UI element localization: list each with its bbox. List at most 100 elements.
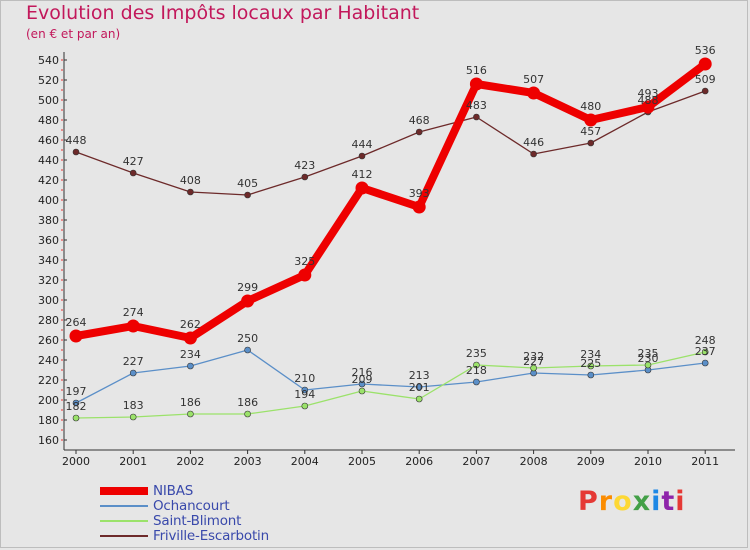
data-label-ochancourt: 216: [352, 366, 373, 379]
data-label-saint-blimont: 209: [352, 373, 373, 386]
logo-letter: o: [613, 486, 633, 517]
y-tick-label: 220: [38, 374, 59, 387]
x-tick-label: 2009: [577, 455, 605, 468]
data-label-ochancourt: 213: [409, 369, 430, 382]
x-tick-label: 2011: [691, 455, 719, 468]
data-label-friville-escarbotin: 427: [123, 155, 144, 168]
legend-swatch: [100, 486, 148, 495]
data-point-friville-escarbotin: [587, 139, 595, 147]
data-label-friville-escarbotin: 457: [580, 125, 601, 138]
y-tick-label: 520: [38, 74, 59, 87]
data-label-saint-blimont: 235: [466, 347, 487, 360]
legend-swatch: [100, 519, 148, 522]
logo-letter: i: [675, 486, 686, 517]
data-label-nibas: 299: [237, 281, 258, 294]
data-label-friville-escarbotin: 509: [695, 73, 716, 86]
series-line-friville-escarbotin: [75, 90, 706, 196]
data-point-friville-escarbotin: [473, 113, 480, 121]
data-point-nibas: [69, 329, 83, 343]
legend-item-ochancourt: Ochancourt: [100, 498, 269, 514]
data-label-ochancourt: 237: [695, 345, 716, 358]
data-point-ochancourt: [701, 359, 709, 367]
data-label-nibas: 516: [466, 64, 487, 77]
data-label-saint-blimont: 248: [695, 334, 716, 347]
data-point-friville-escarbotin: [530, 150, 537, 158]
data-label-ochancourt: 197: [66, 385, 87, 398]
data-point-friville-escarbotin: [415, 128, 423, 136]
x-tick-label: 2002: [176, 455, 204, 468]
y-tick-label: 540: [38, 54, 59, 67]
data-label-nibas: 325: [294, 255, 315, 268]
data-point-friville-escarbotin: [358, 152, 366, 160]
data-label-saint-blimont: 186: [237, 396, 258, 409]
data-point-ochancourt: [358, 380, 366, 388]
data-labels-layer: 448 427 408 405 423 444 468 483 446 457 488 509 197 2…: [66, 44, 716, 413]
data-point-saint-blimont: [473, 361, 480, 369]
y-tick-label: 320: [38, 274, 59, 287]
series-saint-blimont: [72, 348, 709, 422]
data-label-friville-escarbotin: 448: [66, 134, 87, 147]
data-label-ochancourt: 225: [580, 357, 601, 370]
data-label-saint-blimont: 186: [180, 396, 201, 409]
data-point-nibas: [241, 294, 255, 308]
data-point-friville-escarbotin: [701, 87, 709, 95]
data-point-ochancourt: [301, 386, 309, 394]
data-label-saint-blimont: 234: [580, 348, 601, 361]
data-label-nibas: 274: [123, 306, 144, 319]
data-label-saint-blimont: 194: [294, 388, 315, 401]
x-tick-label: 2007: [462, 455, 490, 468]
data-point-saint-blimont: [644, 361, 652, 369]
data-point-saint-blimont: [301, 402, 309, 410]
legend-swatch: [100, 504, 148, 507]
data-point-ochancourt: [187, 362, 194, 370]
legend-swatch: [100, 534, 148, 537]
logo-letter: i: [651, 486, 662, 517]
y-tick-label: 280: [38, 314, 59, 327]
data-point-nibas: [126, 319, 140, 333]
data-label-friville-escarbotin: 488: [638, 94, 659, 107]
chart-subtitle: (en € et par an): [26, 27, 121, 41]
y-tick-label: 480: [38, 114, 59, 127]
data-label-friville-escarbotin: 483: [466, 99, 487, 112]
data-point-friville-escarbotin: [72, 148, 80, 156]
legend-item-friville-escarbotin: Friville-Escarbotin: [100, 528, 269, 544]
data-label-saint-blimont: 201: [409, 381, 430, 394]
data-label-nibas: 536: [695, 44, 716, 57]
y-tick-label: 160: [38, 434, 59, 447]
data-point-saint-blimont: [358, 387, 366, 395]
data-point-ochancourt: [244, 346, 251, 354]
data-point-saint-blimont: [701, 348, 709, 356]
data-label-nibas: 480: [580, 100, 601, 113]
y-tick-label: 500: [38, 94, 59, 107]
data-point-nibas: [698, 57, 712, 71]
series-layer: [69, 57, 712, 422]
x-tick-label: 2003: [234, 455, 262, 468]
data-label-ochancourt: 210: [294, 372, 315, 385]
y-tick-label: 180: [38, 414, 59, 427]
data-point-friville-escarbotin: [244, 191, 251, 199]
data-label-ochancourt: 227: [123, 355, 144, 368]
data-label-ochancourt: 230: [638, 352, 659, 365]
data-point-saint-blimont: [415, 395, 423, 403]
data-label-friville-escarbotin: 444: [352, 138, 373, 151]
data-label-ochancourt: 227: [523, 355, 544, 368]
data-point-nibas: [641, 100, 655, 114]
series-ochancourt: [72, 346, 709, 407]
chart-title: Evolution des Impôts locaux par Habitant: [26, 2, 420, 24]
logo-letter: r: [598, 486, 614, 517]
data-label-friville-escarbotin: 468: [409, 114, 430, 127]
data-point-nibas: [469, 77, 483, 91]
data-label-friville-escarbotin: 405: [237, 177, 258, 190]
data-point-ochancourt: [415, 383, 423, 391]
x-tick-label: 2001: [119, 455, 147, 468]
y-tick-label: 420: [38, 174, 59, 187]
series-line-ochancourt: [75, 349, 706, 404]
proxiti-logo: Proxiti: [578, 486, 686, 517]
legend: NIBAS Ochancourt Saint-Blimont Friville-Esc…: [100, 483, 269, 544]
x-tick-label: 2010: [634, 455, 662, 468]
data-label-nibas: 262: [180, 318, 201, 331]
data-point-saint-blimont: [187, 410, 194, 418]
y-tick-label: 360: [38, 234, 59, 247]
y-tick-label: 380: [38, 214, 59, 227]
